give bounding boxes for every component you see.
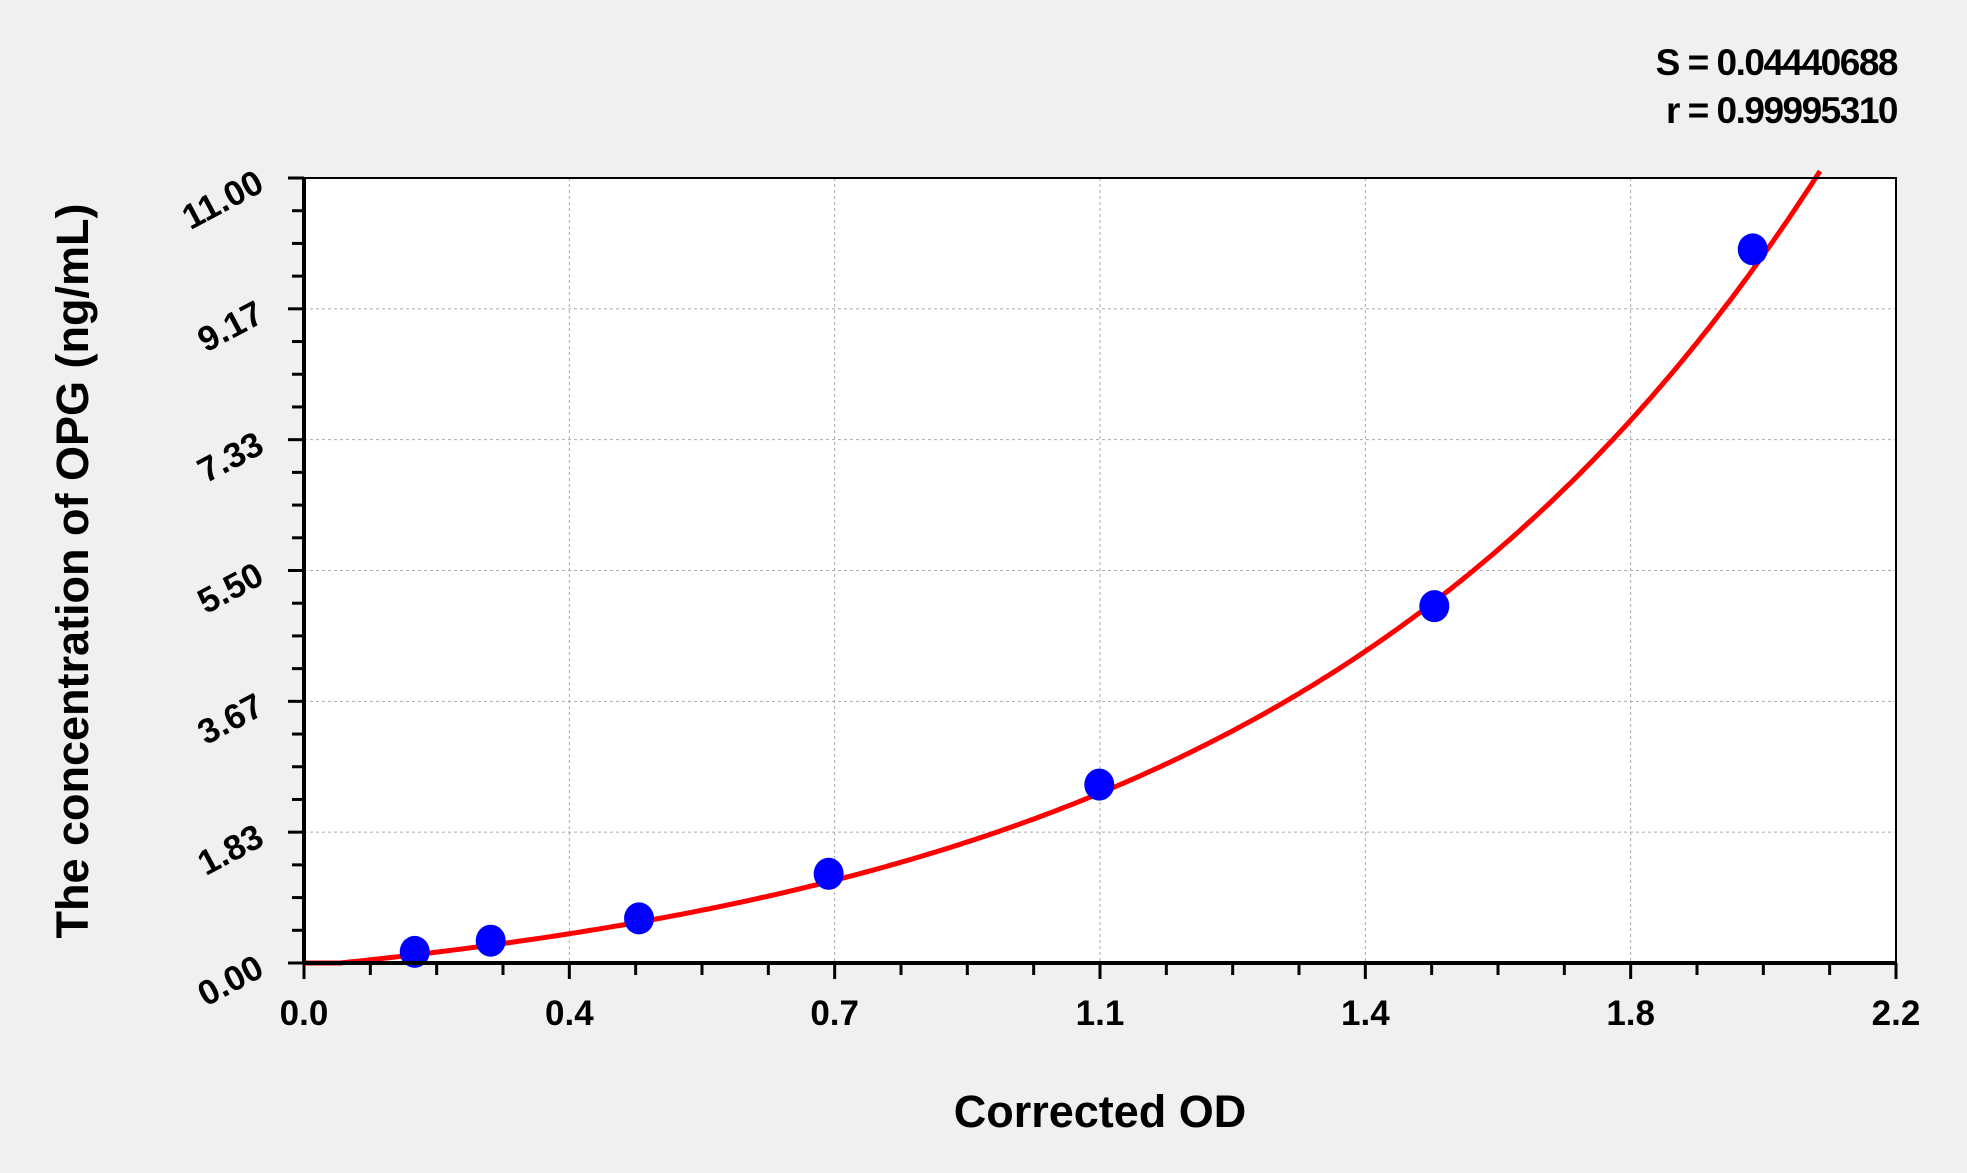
x-tick-label: 2.2 — [1872, 994, 1921, 1033]
y-tick-label: 5.50 — [191, 555, 269, 621]
y-tick-label: 9.17 — [191, 293, 269, 359]
s-statistic: S = 0.04440688 — [1655, 42, 1899, 83]
y-tick-label: 3.67 — [191, 686, 269, 752]
x-axis-label: Corrected OD — [954, 1086, 1247, 1137]
y-tick-label: 7.33 — [191, 424, 269, 490]
x-tick-labels: 0.0 0.4 0.7 1.1 1.4 1.8 2.2 — [280, 994, 1921, 1033]
x-tick-label: 0.7 — [810, 994, 859, 1033]
data-point — [1419, 590, 1450, 623]
data-points — [399, 233, 1768, 968]
data-point — [624, 902, 655, 935]
x-tick-label: 1.8 — [1606, 994, 1655, 1033]
y-axis-label: The concentration of OPG (ng/mL) — [47, 204, 98, 939]
data-point — [399, 935, 430, 968]
data-point — [1084, 768, 1115, 801]
y-tick-label: 0.00 — [191, 948, 269, 1014]
fit-curve — [304, 169, 1823, 966]
x-tick-label: 1.4 — [1341, 994, 1390, 1033]
fit-curve-layer — [304, 169, 1823, 966]
x-tick-label: 1.1 — [1076, 994, 1125, 1033]
grid-lines — [304, 178, 1896, 963]
data-point — [813, 857, 844, 890]
data-point — [475, 924, 506, 957]
r-statistic: r = 0.99995310 — [1665, 90, 1899, 131]
data-point — [1737, 233, 1768, 266]
y-tick-label: 1.83 — [191, 817, 269, 883]
x-tick-label: 0.4 — [545, 994, 594, 1033]
y-tick-labels: 0.00 1.83 3.67 5.50 7.33 9.17 11.00 — [176, 163, 270, 1014]
y-tick-label: 11.00 — [176, 163, 270, 238]
x-tick-label: 0.0 — [280, 994, 329, 1033]
